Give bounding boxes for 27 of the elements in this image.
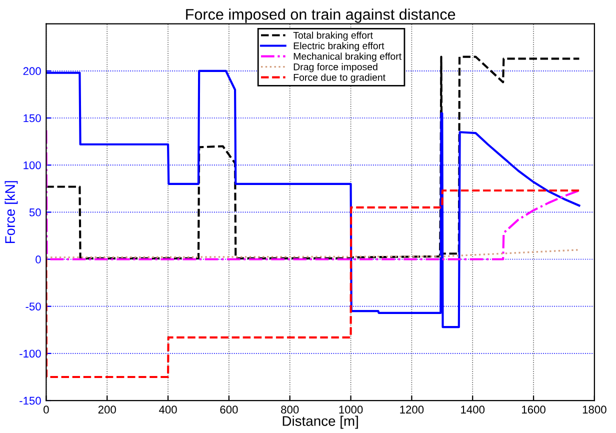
y-tick-label: 0 — [36, 256, 41, 264]
y-tick-label: 50 — [29, 208, 41, 216]
x-tick-label: 400 — [159, 406, 177, 414]
legend-label: Total braking effort — [293, 32, 373, 41]
y-tick-label: -100 — [20, 350, 41, 358]
chart-title: Force imposed on train against distance — [186, 8, 456, 23]
y-tick-label: 150 — [24, 114, 41, 122]
x-tick-label: 800 — [281, 406, 299, 414]
y-tick-label: 200 — [23, 67, 41, 76]
x-tick-label: 1600 — [522, 406, 546, 414]
y-tick-label: 100 — [24, 161, 41, 170]
x-tick-label: 1800 — [582, 406, 606, 414]
x-tick-label: 1000 — [339, 406, 363, 414]
y-tick-label: -150 — [20, 396, 41, 405]
x-tick-label: 1400 — [461, 406, 485, 414]
x-tick-label: 200 — [98, 406, 116, 414]
x-tick-label: 0 — [44, 406, 49, 414]
x-tick-label: 600 — [220, 406, 238, 414]
y-axis-title: Force [kN] — [4, 181, 18, 244]
legend-label: Mechanical braking effort — [294, 52, 402, 62]
legend-label: Electric braking effort — [294, 42, 384, 52]
y-tick-label: -50 — [26, 302, 41, 310]
legend-label: Force due to gradient — [294, 74, 386, 83]
x-axis-title: Distance [m] — [282, 416, 358, 429]
legend-label: Drag force imposed — [294, 63, 378, 72]
x-tick-label: 1200 — [400, 406, 424, 414]
line-series — [46, 189, 580, 378]
